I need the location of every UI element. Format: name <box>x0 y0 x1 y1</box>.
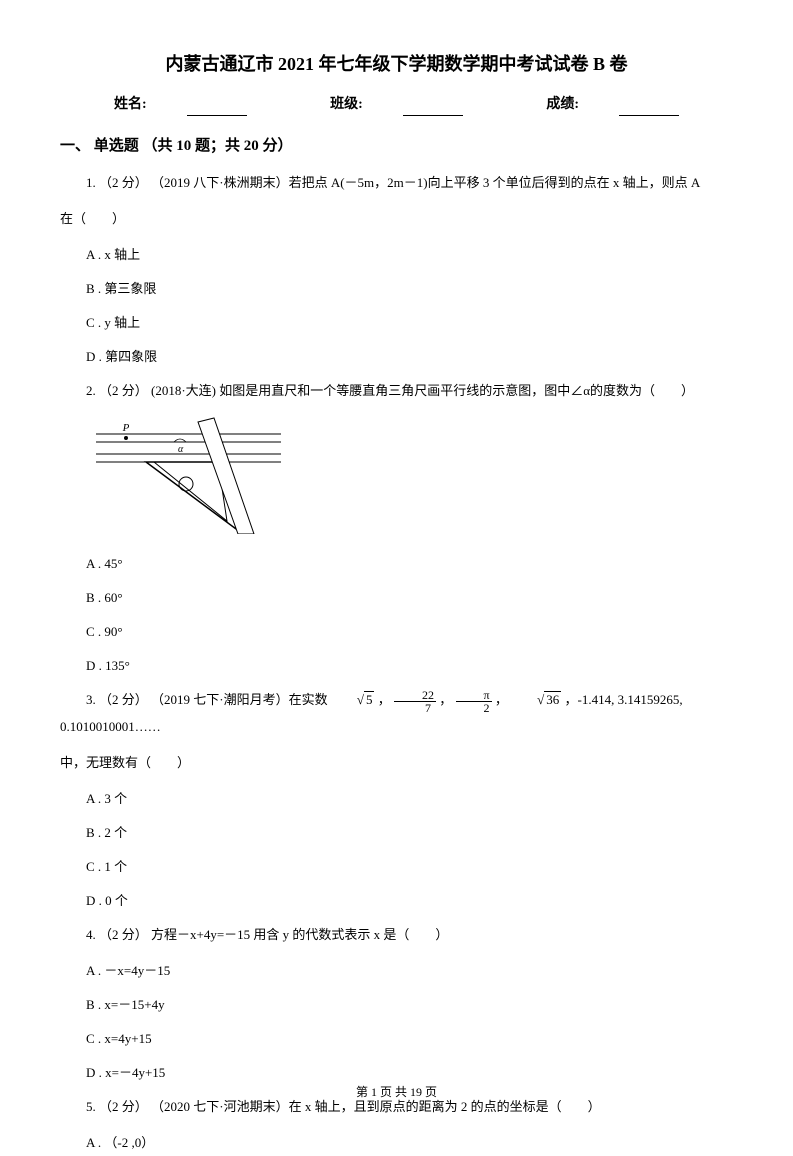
q4-option-b: B . x=－15+4y <box>86 992 733 1018</box>
q2-option-b: B . 60° <box>86 585 733 611</box>
question-2: 2. （2 分） (2018·大连) 如图是用直尺和一个等腰直角三角尺画平行线的… <box>60 378 733 404</box>
sqrt-5: 5 <box>331 687 375 713</box>
question-3: 3. （2 分） （2019 七下·潮阳月考）在实数 5 ， 227 ， π2 … <box>60 687 733 740</box>
sqrt-36: 36 <box>511 687 561 713</box>
page-footer: 第 1 页 共 19 页 <box>0 1083 793 1102</box>
q1-option-b: B . 第三象限 <box>86 276 733 302</box>
q2-option-a: A . 45° <box>86 551 733 577</box>
q2-diagram: P α <box>86 414 733 541</box>
q4-option-d: D . x=－4y+15 <box>86 1060 733 1086</box>
score-label: 成绩: <box>526 97 699 112</box>
svg-text:P: P <box>122 422 130 434</box>
frac-pi-2: π2 <box>456 689 492 714</box>
q2-option-d: D . 135° <box>86 653 733 679</box>
info-row: 姓名: 班级: 成绩: <box>60 94 733 116</box>
q5-option-a: A . （-2 ,0） <box>86 1130 733 1156</box>
svg-text:α: α <box>178 444 184 455</box>
section-1-header: 一、 单选题 （共 10 题；共 20 分） <box>60 134 733 158</box>
q1-option-d: D . 第四象限 <box>86 344 733 370</box>
question-3-cont: 中，无理数有（ ） <box>60 750 733 776</box>
q3-option-c: C . 1 个 <box>86 854 733 880</box>
q3-option-a: A . 3 个 <box>86 786 733 812</box>
frac-22-7: 227 <box>394 689 436 714</box>
q3-option-b: B . 2 个 <box>86 820 733 846</box>
question-1: 1. （2 分） （2019 八下·株洲期末）若把点 A(－5m，2m－1)向上… <box>60 170 733 196</box>
question-1-cont: 在（ ） <box>60 206 733 232</box>
class-label: 班级: <box>310 97 483 112</box>
score-blank[interactable] <box>619 100 679 116</box>
class-blank[interactable] <box>403 100 463 116</box>
q1-option-a: A . x 轴上 <box>86 242 733 268</box>
exam-title: 内蒙古通辽市 2021 年七年级下学期数学期中考试试卷 B 卷 <box>60 50 733 79</box>
q4-option-a: A . －x=4y－15 <box>86 958 733 984</box>
question-4: 4. （2 分） 方程－x+4y=－15 用含 y 的代数式表示 x 是（ ） <box>60 922 733 948</box>
q2-option-c: C . 90° <box>86 619 733 645</box>
q1-option-c: C . y 轴上 <box>86 310 733 336</box>
name-blank[interactable] <box>187 100 247 116</box>
q4-option-c: C . x=4y+15 <box>86 1026 733 1052</box>
q3-option-d: D . 0 个 <box>86 888 733 914</box>
name-label: 姓名: <box>94 97 267 112</box>
